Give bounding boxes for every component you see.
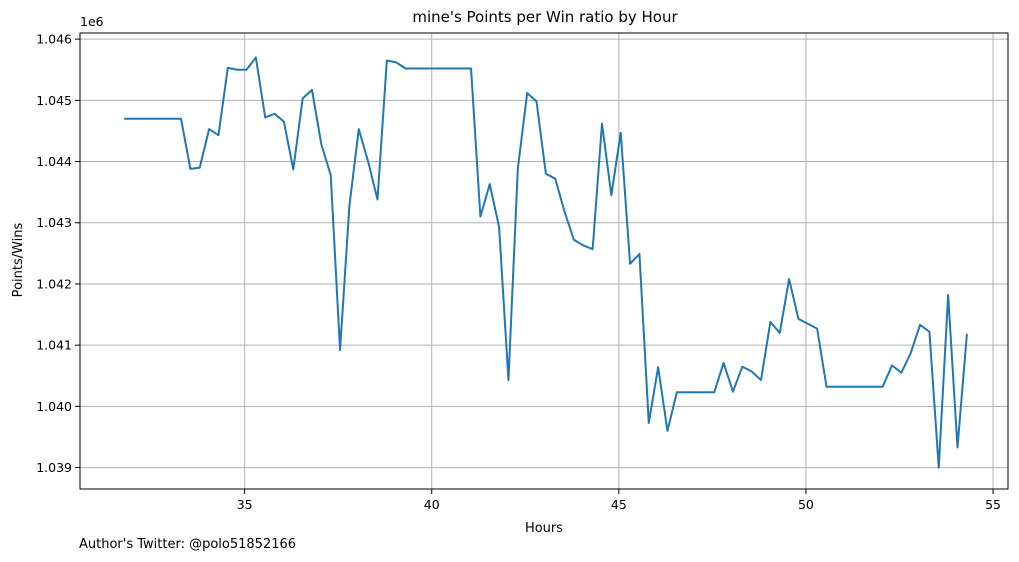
y-axis-label: Points/Wins xyxy=(11,222,26,297)
y-tick-label: 1.042 xyxy=(36,276,72,291)
y-tick-label: 1.039 xyxy=(36,460,72,475)
x-axis-label: Hours xyxy=(525,521,563,536)
series-line xyxy=(123,56,968,469)
y-tick-label: 1.046 xyxy=(36,32,72,47)
x-tick-label: 45 xyxy=(611,497,627,512)
y-tick-label: 1.044 xyxy=(36,154,72,169)
grid-lines xyxy=(80,33,1008,489)
x-tick-label: 50 xyxy=(798,497,814,512)
y-tick-label: 1.045 xyxy=(36,93,72,108)
x-tick-label: 55 xyxy=(985,497,1001,512)
y-axis-offset-label: 1e6 xyxy=(80,14,104,29)
author-credit: Author's Twitter: @polo51852166 xyxy=(79,537,297,552)
plot-frame xyxy=(79,32,1009,490)
y-tick-label: 1.041 xyxy=(36,338,72,353)
y-tick-label: 1.043 xyxy=(36,215,72,230)
series-layer xyxy=(123,56,968,469)
chart-title: mine's Points per Win ratio by Hour xyxy=(412,8,678,26)
y-tick-label: 1.040 xyxy=(36,399,72,414)
x-tick-label: 35 xyxy=(237,497,253,512)
x-tick-label: 40 xyxy=(424,497,440,512)
axis-ticks: 35 40 45 50 55 1.039 1.040 1.041 1.042 1.043 1.044… xyxy=(36,32,1001,512)
